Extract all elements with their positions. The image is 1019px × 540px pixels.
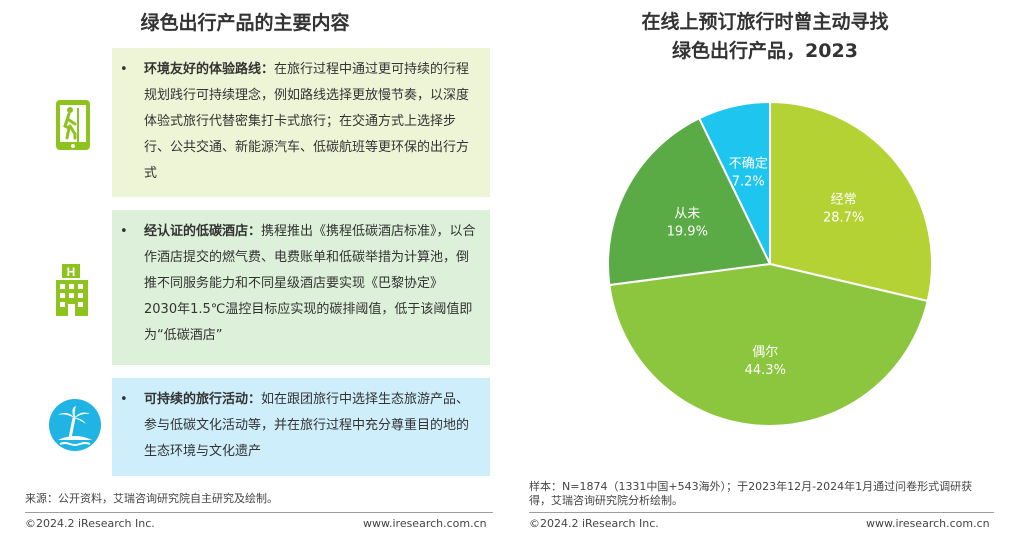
pie-label-value-3: 7.2% bbox=[732, 174, 765, 189]
hotel-building-icon: H bbox=[48, 262, 100, 316]
card-eco-route: • 环境友好的体验路线：在旅行过程中通过更可持续的行程规划践行可持续理念，例如路… bbox=[112, 48, 490, 197]
card-sustainable-activity: • 可持续的旅行活动：如在跟团旅行中选择生态旅游产品、参与低碳文化活动等，并在旅… bbox=[112, 378, 490, 476]
card-heading: 环境友好的体验路线： bbox=[144, 62, 275, 77]
bullet: • bbox=[120, 224, 128, 239]
card-heading: 可持续的旅行活动： bbox=[144, 392, 262, 407]
right-website: www.iresearch.com.cn bbox=[866, 517, 990, 530]
pie-label-category-2: 从未 bbox=[674, 206, 700, 221]
right-footer-divider bbox=[529, 512, 994, 513]
source-note: 来源：公开资料，艾瑞咨询研究院自主研究及绘制。 bbox=[25, 492, 278, 505]
chart-title: 在线上预订旅行时曾主动寻找 绿色出行产品，2023 bbox=[515, 8, 1015, 66]
pie-slice-1 bbox=[608, 262, 929, 427]
svg-text:H: H bbox=[67, 265, 76, 279]
card-text: 经认证的低碳酒店：携程推出《携程低碳酒店标准》，以合作酒店提交的燃气费、电费账单… bbox=[132, 219, 476, 349]
left-website: www.iresearch.com.cn bbox=[363, 517, 487, 530]
chart-title-line1: 在线上预订旅行时曾主动寻找 bbox=[641, 11, 889, 33]
bullet: • bbox=[120, 392, 128, 407]
pie-label-value-0: 28.7% bbox=[823, 211, 864, 226]
pie-label-category-3: 不确定 bbox=[729, 156, 768, 171]
bullet: • bbox=[120, 62, 128, 77]
pie-slice-3 bbox=[697, 100, 771, 265]
pie-slice-2 bbox=[607, 116, 772, 287]
pie-label-value-2: 19.9% bbox=[667, 224, 708, 239]
sample-note: 样本：N=1874（1331中国+543海外）；于2023年12月-2024年1… bbox=[529, 480, 973, 507]
chart-title-line2: 绿色出行产品，2023 bbox=[672, 40, 858, 62]
pie-slice-0 bbox=[769, 100, 933, 303]
card-text: 可持续的旅行活动：如在跟团旅行中选择生态旅游产品、参与低碳文化活动等，并在旅行过… bbox=[132, 387, 476, 465]
pie-chart: 经常 28.7% 偶尔 44.3% 从未 19.9% 不确定 7.2% bbox=[607, 100, 933, 427]
pie-label-value-1: 44.3% bbox=[745, 363, 786, 378]
card-heading: 经认证的低碳酒店： bbox=[144, 224, 262, 239]
left-footer-divider bbox=[25, 512, 493, 513]
card-body: 如在跟团旅行中选择生态旅游产品、参与低碳文化活动等，并在旅行过程中充分尊重目的地… bbox=[144, 392, 470, 459]
card-text: 环境友好的体验路线：在旅行过程中通过更可持续的行程规划践行可持续理念，例如路线选… bbox=[132, 57, 476, 187]
pie-label-category-1: 偶尔 bbox=[752, 345, 778, 360]
card-body: 在旅行过程中通过更可持续的行程规划践行可持续理念，例如路线选择更放慢节奏，以深度… bbox=[144, 62, 470, 181]
pie-label-category-0: 经常 bbox=[831, 193, 857, 208]
right-copyright: ©2024.2 iResearch Inc. bbox=[529, 517, 659, 530]
left-copyright: ©2024.2 iResearch Inc. bbox=[25, 517, 155, 530]
island-palm-icon bbox=[48, 398, 101, 451]
left-panel-title: 绿色出行产品的主要内容 bbox=[140, 12, 350, 34]
card-body: 携程推出《携程低碳酒店标准》，以合作酒店提交的燃气费、电费账单和低碳举措为计算池… bbox=[144, 224, 476, 343]
card-low-carbon-hotel: • 经认证的低碳酒店：携程推出《携程低碳酒店标准》，以合作酒店提交的燃气费、电费… bbox=[112, 210, 490, 365]
hiking-route-icon bbox=[48, 98, 100, 150]
